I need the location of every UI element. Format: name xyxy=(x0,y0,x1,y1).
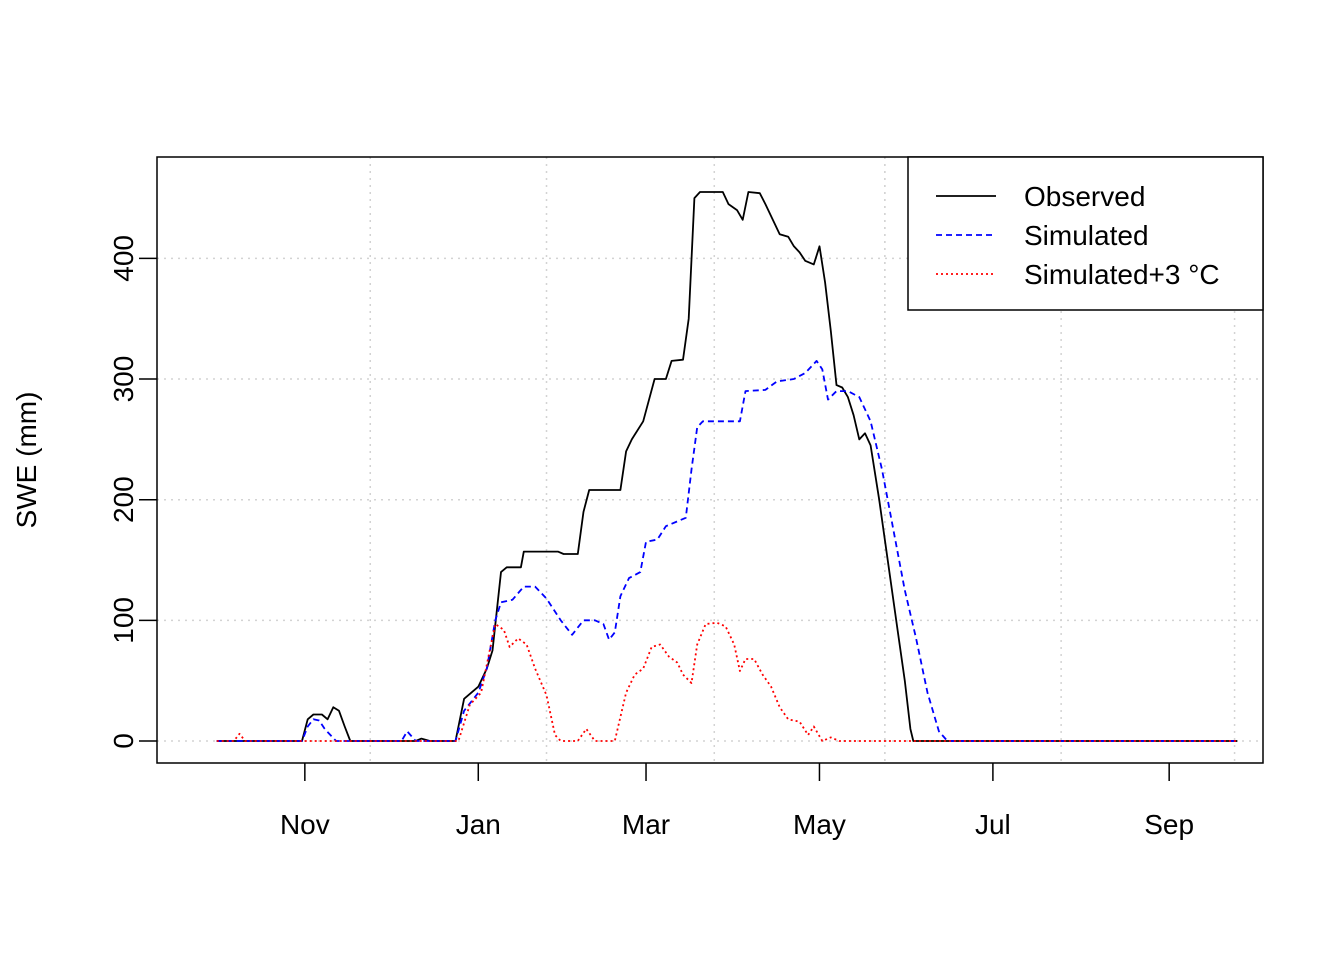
series-line-0 xyxy=(216,191,1238,742)
legend-label: Simulated+3 °C xyxy=(1024,259,1220,290)
x-tick-label: May xyxy=(793,809,846,840)
y-axis-label: SWE (mm) xyxy=(11,392,42,529)
series-lines xyxy=(216,191,1238,742)
y-tick-label: 0 xyxy=(108,733,139,749)
grid-lines xyxy=(157,157,1263,763)
y-tick-label: 400 xyxy=(108,235,139,282)
x-tick-label: Mar xyxy=(622,809,670,840)
series-line-1 xyxy=(216,360,1238,742)
x-tick-label: Jul xyxy=(975,809,1011,840)
legend: Observed Simulated Simulated+3 °C xyxy=(907,156,1264,311)
legend-box xyxy=(907,156,1264,311)
legend-label: Observed xyxy=(1024,181,1145,212)
y-tick-label: 300 xyxy=(108,356,139,403)
x-tick-label: Nov xyxy=(280,809,330,840)
y-tick-label: 200 xyxy=(108,476,139,523)
plot-frame xyxy=(156,156,1264,764)
y-tick-label: 100 xyxy=(108,597,139,644)
x-tick-label: Jan xyxy=(456,809,501,840)
axes: 0 100 200 300 400 Nov Jan Mar May Jul Sep xyxy=(108,235,1194,840)
x-tick-label: Sep xyxy=(1144,809,1194,840)
legend-label: Simulated xyxy=(1024,220,1149,251)
